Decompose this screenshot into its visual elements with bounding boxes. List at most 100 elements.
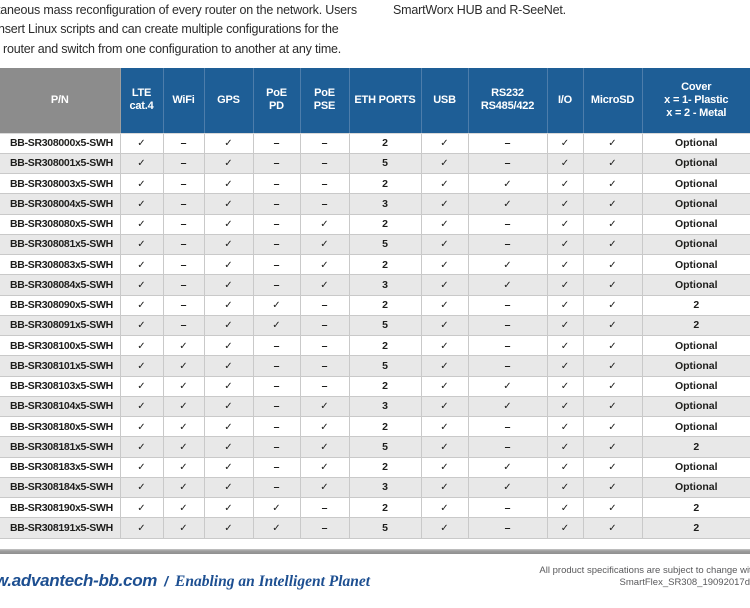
check-icon: ✓ xyxy=(503,279,512,291)
column-header-cover: Cover x = 1- Plastic x = 2 - Metal xyxy=(642,68,750,134)
check-icon: ✓ xyxy=(179,360,188,372)
spec-cell-gps: ✓ xyxy=(204,214,254,235)
check-icon: ✓ xyxy=(137,441,146,453)
spec-cell-wifi: ✓ xyxy=(163,497,205,519)
spec-cell-io: ✓ xyxy=(547,477,584,499)
check-icon: ✓ xyxy=(560,138,570,150)
check-icon: ✓ xyxy=(320,279,329,291)
check-icon: ✓ xyxy=(440,381,449,393)
spec-cell-eth: 5 xyxy=(349,355,422,377)
table-row: BB-SR308090x5-SWH ✓ – ✓ ✓ – 2 ✓ – ✓ ✓ 2 xyxy=(0,295,750,316)
spec-cell-usb: ✓ xyxy=(421,133,469,154)
website-link[interactable]: w.advantech-bb.com xyxy=(0,571,158,590)
spec-value: Optional xyxy=(674,278,718,291)
spec-value: Optional xyxy=(674,197,718,210)
spec-cell-lte: ✓ xyxy=(120,477,164,499)
check-icon: ✓ xyxy=(137,522,146,534)
spec-cell-poe-pse: – xyxy=(300,153,350,175)
spec-cell-io: ✓ xyxy=(547,457,584,478)
spec-cell-usb: ✓ xyxy=(421,254,469,276)
spec-cell-usb: ✓ xyxy=(421,335,469,357)
spec-cell-poe-pse: – xyxy=(300,497,350,519)
spec-cell-poe-pd: – xyxy=(253,153,301,175)
spec-cell-lte: ✓ xyxy=(120,335,164,357)
spec-cell-gps: ✓ xyxy=(204,355,254,377)
spec-cell-lte: ✓ xyxy=(120,376,164,397)
spec-cell-eth: 5 xyxy=(349,517,422,539)
part-number-cell: BB-SR308180x5-SWH xyxy=(0,416,121,438)
spec-cell-lte: ✓ xyxy=(120,153,164,175)
check-icon: ✓ xyxy=(440,320,449,332)
check-icon: ✓ xyxy=(608,138,617,150)
spec-cell-eth: 5 xyxy=(349,436,422,458)
check-icon: ✓ xyxy=(440,198,449,210)
spec-cell-cover: Optional xyxy=(642,274,750,296)
check-icon: ✓ xyxy=(179,502,188,514)
spec-cell-rs232: ✓ xyxy=(468,376,548,397)
spec-cell-eth: 3 xyxy=(349,477,422,499)
spec-cell-wifi: ✓ xyxy=(163,355,205,377)
check-icon: ✓ xyxy=(137,259,146,271)
dash-icon: – xyxy=(504,359,511,372)
check-icon: ✓ xyxy=(137,279,146,291)
spec-cell-poe-pse: ✓ xyxy=(300,436,350,458)
spec-cell-wifi: – xyxy=(163,214,205,235)
spec-cell-io: ✓ xyxy=(547,436,584,458)
spec-cell-io: ✓ xyxy=(547,335,584,357)
spec-cell-cover: Optional xyxy=(642,234,750,256)
check-icon: ✓ xyxy=(224,138,233,150)
dash-icon: – xyxy=(321,319,328,332)
check-icon: ✓ xyxy=(560,441,570,453)
check-icon: ✓ xyxy=(440,259,449,271)
spec-cell-poe-pd: – xyxy=(253,355,301,377)
spec-value: 5 xyxy=(382,359,388,372)
spec-cell-eth: 2 xyxy=(349,497,422,519)
spec-cell-lte: ✓ xyxy=(120,254,164,276)
check-icon: ✓ xyxy=(440,482,449,494)
dash-icon: – xyxy=(180,197,187,210)
spec-cell-gps: ✓ xyxy=(204,295,254,316)
spec-cell-wifi: ✓ xyxy=(163,436,205,458)
table-header-row: P/N LTE cat.4 WiFi GPS PoE PD PoE PSE ETH PORTS US… xyxy=(0,68,750,134)
dash-icon: – xyxy=(273,440,280,453)
part-number-cell: BB-SR308104x5-SWH xyxy=(0,396,121,418)
spec-cell-gps: ✓ xyxy=(204,457,254,478)
check-icon: ✓ xyxy=(224,158,233,170)
table-row: BB-SR308180x5-SWH ✓ ✓ ✓ – ✓ 2 ✓ – ✓ ✓ Optional xyxy=(0,416,750,438)
part-number-cell: BB-SR308083x5-SWH xyxy=(0,254,121,276)
ordering-spec-table: P/N LTE cat.4 WiFi GPS PoE PD PoE PSE ETH PORTS US… xyxy=(0,68,750,539)
part-number-cell: BB-SR308191x5-SWH xyxy=(0,517,121,539)
spec-cell-wifi: – xyxy=(163,274,205,296)
table-row: BB-SR308000x5-SWH ✓ – ✓ – – 2 ✓ – ✓ ✓ Optional xyxy=(0,133,750,154)
check-icon: ✓ xyxy=(224,198,233,210)
check-icon: ✓ xyxy=(224,239,233,251)
dash-icon: – xyxy=(504,157,511,170)
dash-icon: – xyxy=(321,157,328,170)
spec-cell-poe-pse: ✓ xyxy=(300,477,350,499)
dash-icon: – xyxy=(273,380,280,393)
spec-value: 2 xyxy=(693,440,700,453)
check-icon: ✓ xyxy=(608,158,617,170)
spec-cell-io: ✓ xyxy=(547,274,584,296)
dash-icon: – xyxy=(180,299,187,312)
spec-value: Optional xyxy=(674,137,718,150)
check-icon: ✓ xyxy=(137,239,146,251)
check-icon: ✓ xyxy=(608,239,617,251)
spec-cell-gps: ✓ xyxy=(204,274,254,296)
check-icon: ✓ xyxy=(440,219,449,231)
spec-value: 2 xyxy=(382,258,388,271)
check-icon: ✓ xyxy=(320,219,329,231)
check-icon: ✓ xyxy=(560,340,570,352)
spec-cell-eth: 5 xyxy=(349,153,422,175)
part-number-cell: BB-SR308184x5-SWH xyxy=(0,477,121,499)
check-icon: ✓ xyxy=(137,320,146,332)
spec-cell-microsd: ✓ xyxy=(583,457,643,478)
spec-value: 2 xyxy=(382,218,388,231)
check-icon: ✓ xyxy=(608,340,617,352)
spec-cell-usb: ✓ xyxy=(421,153,469,175)
spec-cell-io: ✓ xyxy=(547,133,584,154)
check-icon: ✓ xyxy=(179,421,188,433)
check-icon: ✓ xyxy=(608,198,617,210)
check-icon: ✓ xyxy=(224,421,233,433)
spec-cell-rs232: – xyxy=(468,355,548,377)
